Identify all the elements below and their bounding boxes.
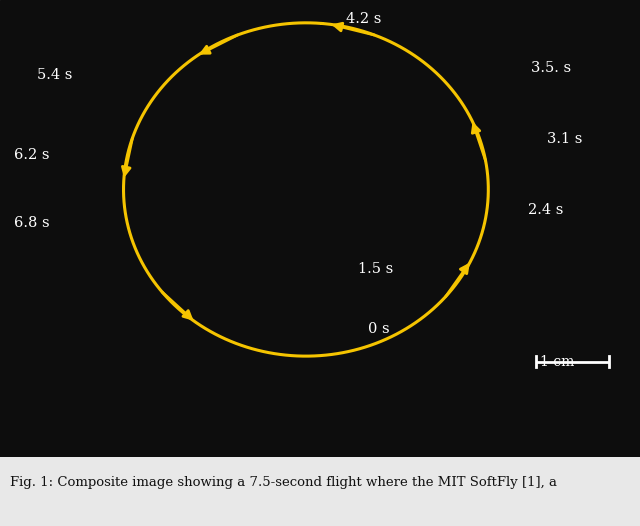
Text: 5.4 s: 5.4 s xyxy=(37,68,72,83)
Text: 6.2 s: 6.2 s xyxy=(14,148,49,162)
Text: 3.1 s: 3.1 s xyxy=(547,132,582,146)
Text: 1 cm: 1 cm xyxy=(540,355,574,369)
Text: 4.2 s: 4.2 s xyxy=(346,12,381,26)
Text: 3.5. s: 3.5. s xyxy=(531,62,572,76)
Text: 1.5 s: 1.5 s xyxy=(358,262,394,276)
Text: 2.4 s: 2.4 s xyxy=(528,203,563,217)
Text: 0 s: 0 s xyxy=(368,322,390,336)
Text: 6.8 s: 6.8 s xyxy=(14,216,50,230)
Text: Fig. 1: Composite image showing a 7.5-second flight where the MIT SoftFly [1], a: Fig. 1: Composite image showing a 7.5-se… xyxy=(10,476,557,489)
